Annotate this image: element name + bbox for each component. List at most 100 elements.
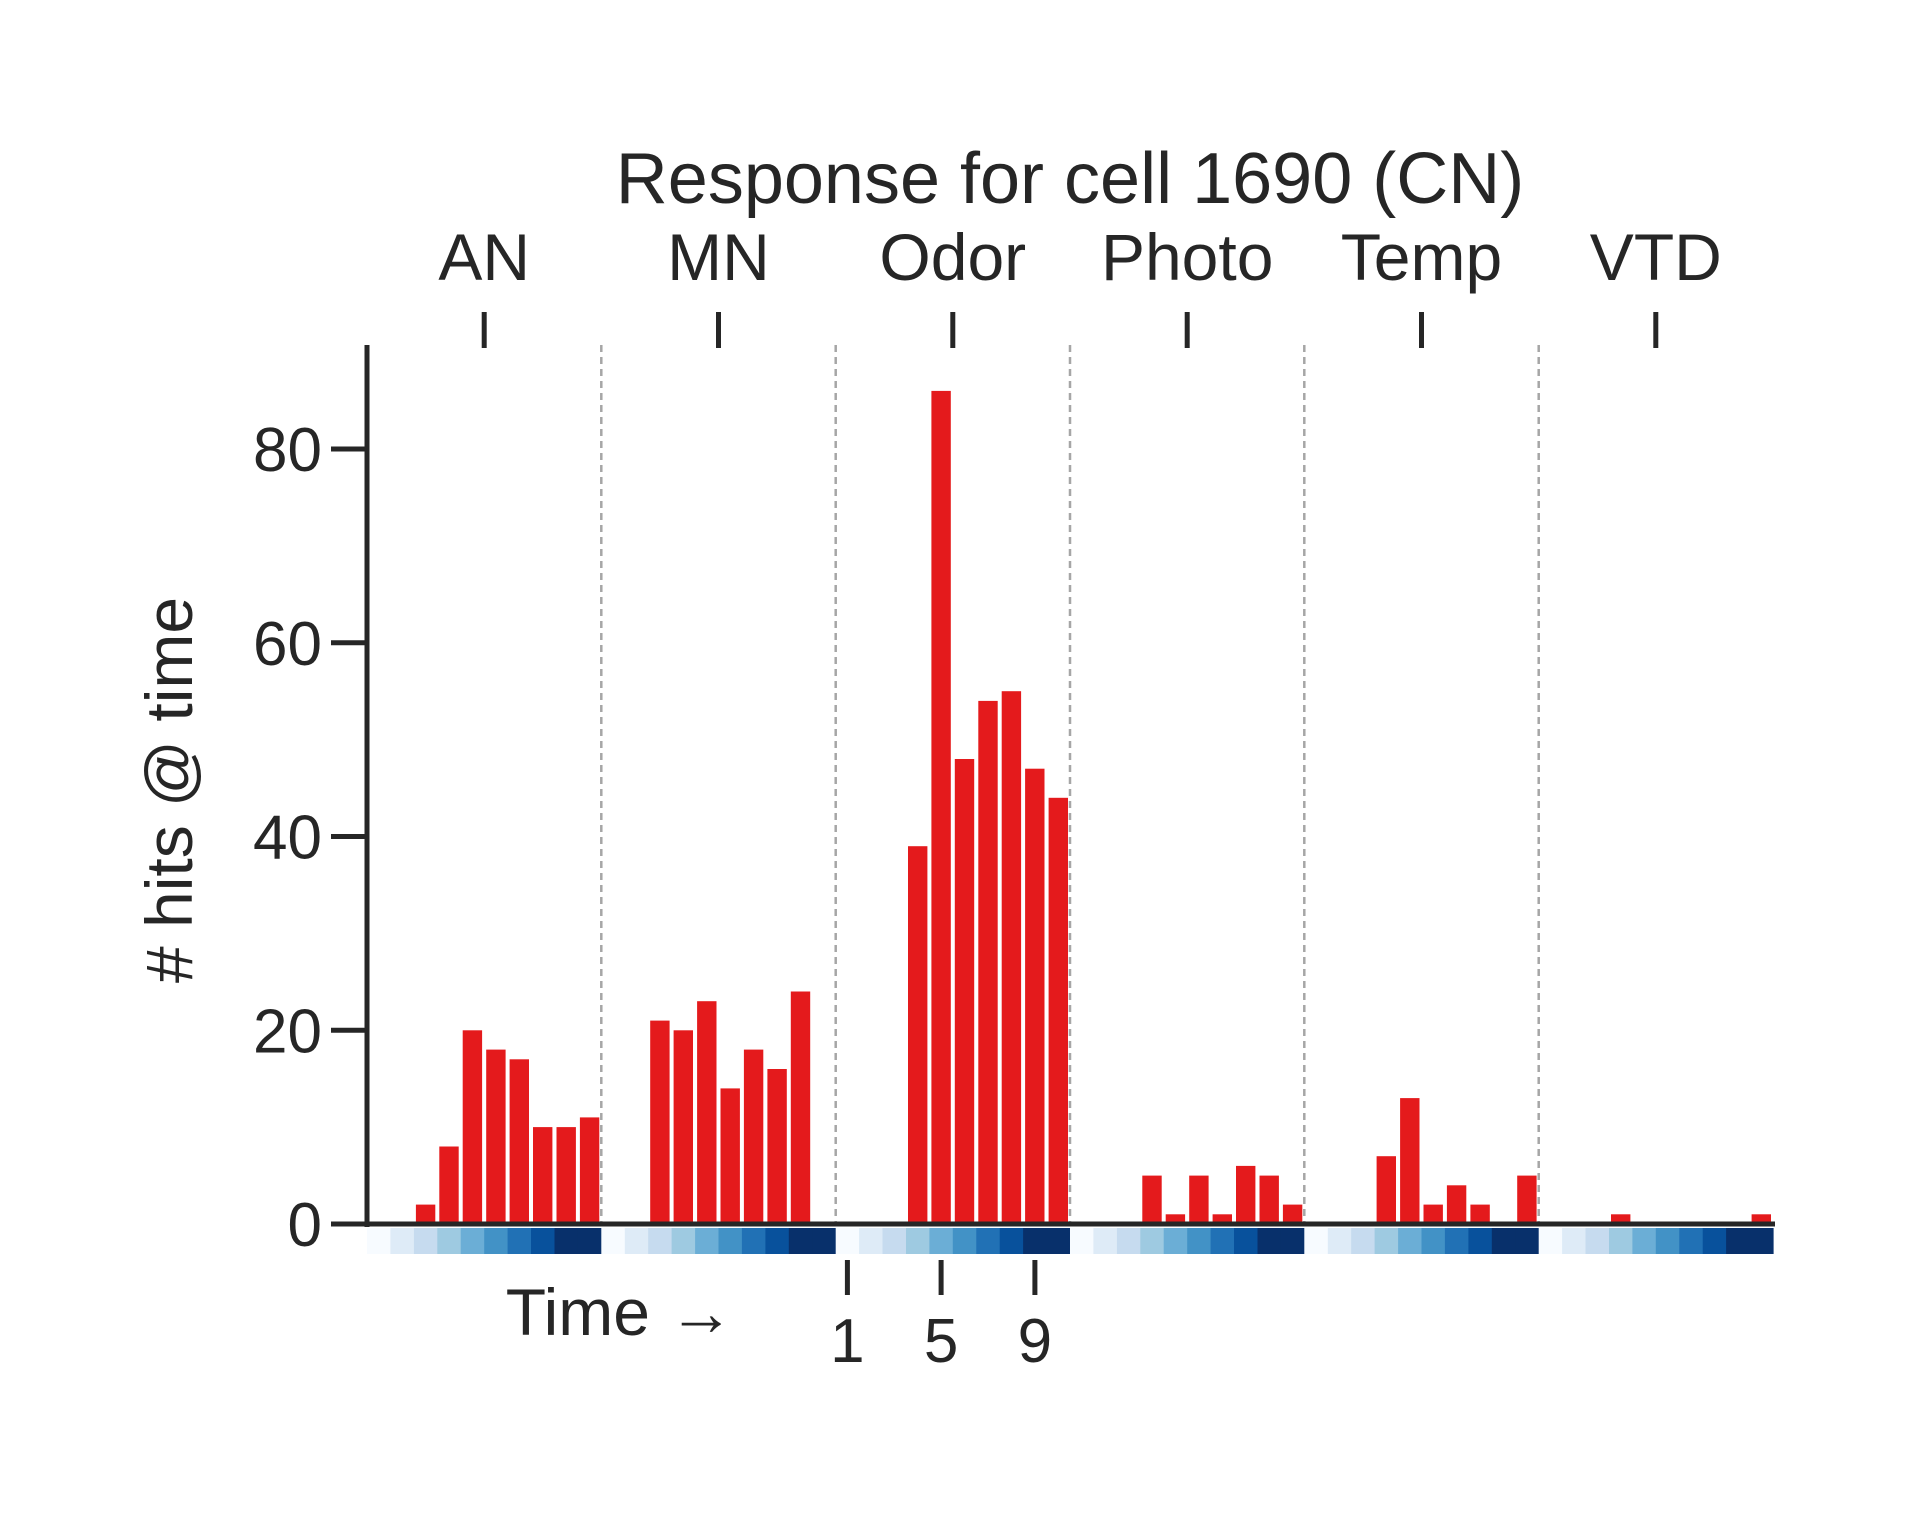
bar-mn-t6	[720, 1088, 740, 1224]
bar-mn-t4	[673, 1030, 693, 1225]
bar-vtd-t4	[1611, 1214, 1631, 1224]
strip-cell-mn-t9	[788, 1228, 813, 1254]
bar-mn-t8	[767, 1069, 787, 1224]
strip-cell-photo-t4	[1140, 1228, 1165, 1254]
strip-cell-photo-t10	[1280, 1228, 1305, 1254]
strip-cell-odor-t5	[929, 1228, 954, 1254]
bar-odor-t6	[954, 759, 975, 1224]
strip-cell-photo-t5	[1163, 1228, 1188, 1254]
bar-odor-t9	[1025, 768, 1045, 1224]
strip-cell-mn-t5	[695, 1228, 720, 1254]
strip-cell-vtd-t8	[1702, 1228, 1727, 1254]
strip-cell-temp-t7	[1444, 1228, 1469, 1254]
bar-mn-t9	[790, 991, 811, 1224]
strip-cell-photo-t7	[1210, 1228, 1235, 1254]
strip-cell-odor-t10	[1046, 1228, 1071, 1254]
strip-cell-photo-t2	[1093, 1228, 1118, 1254]
strip-cell-temp-t10	[1515, 1228, 1540, 1254]
bar-photo-t4	[1142, 1175, 1162, 1224]
bar-odor-t7	[978, 700, 998, 1224]
strip-cell-temp-t3	[1351, 1228, 1376, 1254]
strip-cell-odor-t8	[999, 1228, 1024, 1254]
strip-cell-an-t2	[390, 1228, 415, 1254]
bar-an-t9	[556, 1127, 576, 1224]
y-axis: 0 20 40 60 80	[253, 345, 370, 1260]
bar-temp-t5	[1400, 1098, 1420, 1224]
bar-an-t5	[462, 1030, 483, 1225]
strip-cell-mn-t10	[812, 1228, 837, 1254]
y-tick-label-0: 0	[288, 1191, 322, 1260]
strip-cell-an-t1	[367, 1228, 391, 1254]
time-tick-label-5: 5	[924, 1307, 958, 1376]
time-color-strip	[367, 1228, 1774, 1254]
strip-cell-temp-t5	[1398, 1228, 1423, 1254]
bar-mn-t5	[697, 1001, 717, 1224]
strip-cell-odor-t7	[976, 1228, 1001, 1254]
strip-cell-vtd-t10	[1749, 1228, 1774, 1254]
bar-an-t4	[439, 1146, 459, 1224]
y-tick-label-40: 40	[253, 804, 322, 873]
strip-cell-mn-t6	[718, 1228, 743, 1254]
bar-temp-t4	[1376, 1156, 1396, 1224]
y-tick-label-80: 80	[253, 416, 322, 485]
bar-mn-t3	[650, 1020, 670, 1224]
bar-odor-t10	[1048, 797, 1068, 1225]
time-tick-label-1: 1	[830, 1307, 864, 1376]
bar-photo-t7	[1212, 1214, 1232, 1224]
y-tick-label-60: 60	[253, 610, 322, 679]
bar-an-t6	[486, 1049, 506, 1224]
group-label-mn: MN	[667, 220, 770, 294]
strip-cell-temp-t8	[1468, 1228, 1493, 1254]
time-tick-label-9: 9	[1018, 1307, 1052, 1376]
group-separators	[600, 345, 1540, 1224]
bar-odor-t5	[931, 390, 951, 1224]
group-labels: AN MN Odor Photo Temp VTD	[438, 220, 1722, 348]
bar-temp-t6	[1423, 1204, 1443, 1224]
strip-cell-vtd-t6	[1655, 1228, 1680, 1254]
bars	[415, 390, 1771, 1225]
strip-cell-odor-t2	[859, 1228, 884, 1254]
bar-vtd-t10	[1751, 1214, 1771, 1224]
strip-cell-mn-t7	[741, 1228, 766, 1254]
strip-cell-an-t8	[531, 1228, 555, 1254]
strip-cell-vtd-t5	[1632, 1228, 1657, 1254]
group-label-photo: Photo	[1101, 220, 1273, 294]
bar-an-t10	[579, 1117, 600, 1224]
strip-cell-an-t3	[413, 1228, 438, 1254]
strip-cell-temp-t2	[1327, 1228, 1352, 1254]
group-label-odor: Odor	[879, 220, 1026, 294]
group-label-an: AN	[438, 220, 530, 294]
bar-photo-t9	[1259, 1175, 1279, 1224]
strip-cell-mn-t3	[648, 1228, 673, 1254]
x-axis-label: Time →	[506, 1275, 735, 1349]
strip-cell-an-t6	[484, 1228, 509, 1254]
bar-an-t8	[533, 1127, 553, 1224]
bar-odor-t8	[1001, 691, 1022, 1224]
bar-photo-t10	[1282, 1204, 1303, 1224]
strip-cell-an-t5	[460, 1228, 485, 1254]
strip-cell-odor-t6	[952, 1228, 977, 1254]
strip-cell-vtd-t2	[1562, 1228, 1587, 1254]
strip-cell-photo-t8	[1234, 1228, 1258, 1254]
strip-cell-mn-t2	[624, 1228, 649, 1254]
strip-cell-temp-t9	[1491, 1228, 1516, 1254]
strip-cell-vtd-t3	[1585, 1228, 1610, 1254]
bar-an-t3	[415, 1204, 436, 1224]
bar-temp-t8	[1470, 1204, 1490, 1224]
strip-cell-an-t7	[507, 1228, 532, 1254]
strip-cell-vtd-t7	[1679, 1228, 1704, 1254]
strip-cell-photo-t9	[1257, 1228, 1282, 1254]
strip-cell-vtd-t4	[1609, 1228, 1633, 1254]
group-label-vtd: VTD	[1590, 220, 1722, 294]
strip-cell-odor-t4	[906, 1228, 930, 1254]
strip-cell-photo-t3	[1116, 1228, 1141, 1254]
strip-cell-mn-t4	[671, 1228, 696, 1254]
strip-cell-an-t10	[577, 1228, 602, 1254]
strip-cell-mn-t1	[601, 1228, 626, 1254]
y-tick-label-20: 20	[253, 997, 322, 1066]
bar-photo-t5	[1165, 1214, 1186, 1224]
strip-cell-an-t4	[437, 1228, 462, 1254]
strip-cell-vtd-t9	[1726, 1228, 1751, 1254]
bar-an-t7	[509, 1059, 529, 1224]
